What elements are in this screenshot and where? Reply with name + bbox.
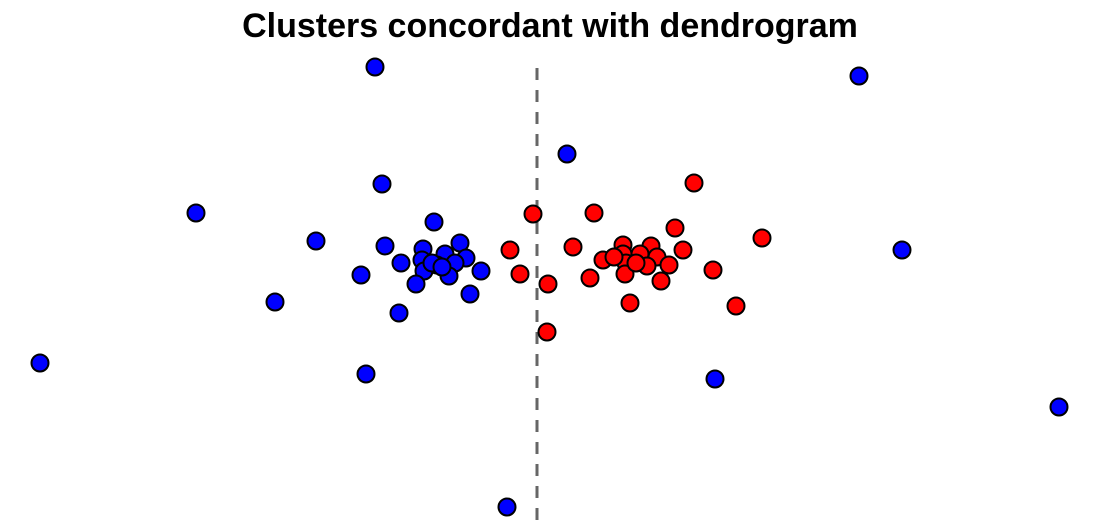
data-point	[626, 253, 646, 273]
data-point	[703, 260, 723, 280]
data-point	[30, 353, 50, 373]
data-point	[510, 264, 530, 284]
data-point	[849, 66, 869, 86]
data-point	[186, 203, 206, 223]
data-point	[620, 293, 640, 313]
points-layer	[30, 57, 1069, 517]
data-point	[557, 144, 577, 164]
data-point	[460, 284, 480, 304]
data-point	[389, 303, 409, 323]
data-point	[537, 322, 557, 342]
data-point	[265, 292, 285, 312]
data-point	[563, 237, 583, 257]
data-point	[673, 240, 693, 260]
chart-title: Clusters concordant with dendrogram	[242, 7, 858, 45]
data-point	[584, 203, 604, 223]
data-point	[306, 231, 326, 251]
data-point	[356, 364, 376, 384]
data-point	[406, 274, 426, 294]
data-point	[500, 240, 520, 260]
data-point	[351, 265, 371, 285]
data-point	[497, 497, 517, 517]
data-point	[651, 271, 671, 291]
data-point	[538, 274, 558, 294]
data-point	[752, 228, 772, 248]
data-point	[424, 212, 444, 232]
data-point	[705, 369, 725, 389]
data-point	[665, 218, 685, 238]
data-point	[372, 174, 392, 194]
data-point	[580, 268, 600, 288]
data-point	[432, 257, 452, 277]
data-point	[659, 255, 679, 275]
data-point	[1049, 397, 1069, 417]
data-point	[471, 261, 491, 281]
data-point	[892, 240, 912, 260]
data-point	[523, 204, 543, 224]
data-point	[684, 173, 704, 193]
data-point	[391, 253, 411, 273]
data-point	[726, 296, 746, 316]
data-point	[604, 247, 624, 267]
data-point	[365, 57, 385, 77]
data-point	[375, 236, 395, 256]
data-point	[615, 264, 635, 284]
